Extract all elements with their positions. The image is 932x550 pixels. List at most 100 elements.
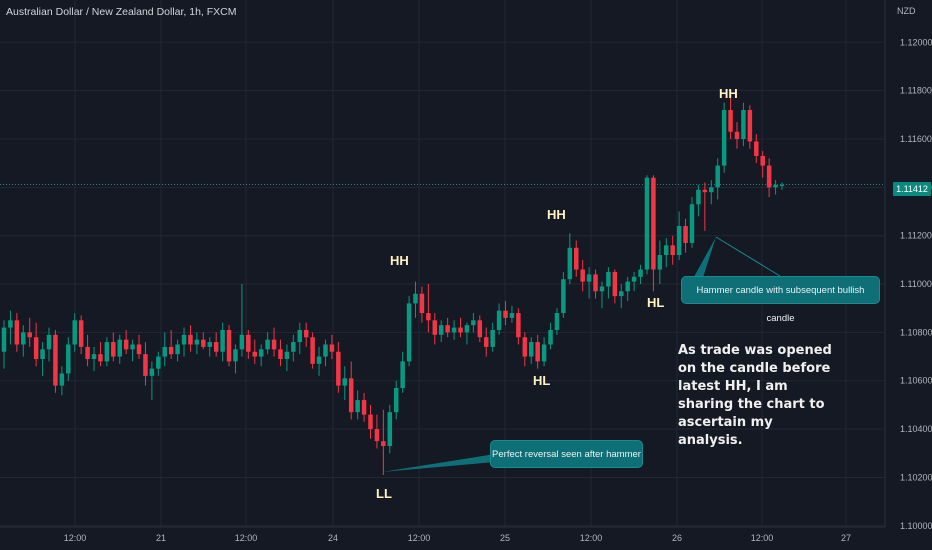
candle-body (754, 141, 759, 156)
candle-body (8, 320, 13, 328)
candle-body (66, 344, 71, 374)
candle-body (644, 177, 650, 270)
candle-body (496, 310, 502, 330)
marker-hh-3: HH (719, 86, 738, 101)
time-tick-label: 12:00 (751, 533, 774, 543)
candle-body (490, 329, 495, 347)
candle-body (709, 187, 714, 193)
time-tick-label: 21 (156, 533, 166, 543)
last-price-tag: 1.11412 (893, 182, 931, 196)
candle-body (567, 247, 573, 280)
candle-body (516, 313, 521, 338)
time-tick-label: 27 (841, 533, 851, 543)
candle-body (599, 286, 605, 292)
candle-body (432, 320, 438, 335)
candle-body (239, 334, 245, 350)
price-tick-label: 1.12000 (900, 37, 932, 47)
candle-body (728, 109, 733, 132)
candle-body (451, 327, 457, 333)
time-tick-label: 24 (328, 533, 338, 543)
candle-body (580, 269, 585, 282)
candle-body (419, 293, 425, 314)
candle-body (651, 177, 656, 270)
candle-body (291, 342, 296, 352)
candle-body (503, 310, 508, 318)
candle-body (664, 245, 669, 256)
candle-body (483, 337, 489, 347)
candle-body (246, 334, 251, 352)
candles (1, 95, 785, 476)
candle-body (702, 189, 708, 193)
candle-body (670, 245, 675, 256)
hammer-callout-line (715, 236, 781, 277)
reversal-callout-pointer (382, 454, 495, 472)
reversal-callout[interactable]: Perfect reversal seen after hammer (490, 440, 643, 468)
candle-body (406, 303, 412, 362)
candle-body (1, 327, 7, 352)
price-tick-label: 1.11000 (900, 279, 932, 289)
candle-body (91, 354, 97, 359)
candle-body (458, 327, 463, 333)
candle-body (207, 342, 213, 347)
candle-body (747, 109, 753, 142)
candle-body (393, 387, 399, 413)
candle-body (136, 344, 142, 355)
candle-body (336, 351, 341, 386)
candle-body (561, 279, 566, 314)
price-tick-label: 1.10400 (900, 424, 932, 434)
candle-body (779, 184, 785, 186)
candle-body (156, 356, 161, 369)
candle-body (773, 184, 778, 188)
candle-body (33, 337, 39, 359)
price-tick-label: 1.10600 (900, 376, 932, 386)
candle-body (766, 165, 772, 188)
candle-body (284, 351, 290, 359)
candle-body (438, 325, 444, 335)
analysis-note: As trade was opened on the candle before… (678, 343, 832, 448)
hammer-callout[interactable]: Hammer candle with subsequent bullish ca… (681, 276, 880, 324)
price-tick-label: 1.11200 (900, 231, 932, 241)
candle-body (149, 368, 155, 376)
candle-body (683, 226, 688, 243)
candle-body (400, 361, 405, 388)
candle-body (696, 189, 701, 205)
candle-body (78, 320, 84, 347)
candle-body (619, 291, 624, 297)
candle-body (271, 339, 277, 350)
candle-body (46, 334, 52, 350)
candle-body (445, 325, 450, 333)
candle-body (130, 344, 135, 350)
candle-body (535, 342, 540, 362)
price-tick-label: 1.11600 (900, 134, 932, 144)
time-tick-label: 25 (500, 533, 510, 543)
candle-body (593, 274, 598, 292)
candle-body (162, 346, 167, 357)
candle-body (541, 344, 547, 362)
time-tick-label: 12:00 (64, 533, 87, 543)
candle-body (213, 342, 219, 352)
candle-body (21, 332, 26, 345)
candle-body (606, 271, 611, 287)
candle-body (123, 339, 129, 350)
candle-body (528, 342, 534, 357)
candle-body (381, 441, 386, 447)
candle-body (297, 329, 303, 343)
candle-body (168, 346, 174, 355)
candle-body (387, 412, 393, 447)
candle-body (586, 274, 592, 282)
time-tick-label: 12:00 (580, 533, 603, 543)
candle-body (657, 255, 663, 270)
candle-body (98, 354, 103, 362)
marker-hl-2: HL (647, 295, 665, 310)
candle-body (329, 344, 335, 352)
candle-body (111, 342, 116, 357)
candle-body (355, 400, 360, 413)
candle-body (509, 313, 515, 318)
candle-body (181, 334, 187, 345)
candle-body (220, 329, 225, 352)
marker-hl-1: HL (533, 373, 551, 388)
candle-body (522, 337, 528, 357)
symbol-title: Australian Dollar / New Zealand Dollar, … (6, 6, 237, 18)
candle-body (676, 226, 682, 256)
